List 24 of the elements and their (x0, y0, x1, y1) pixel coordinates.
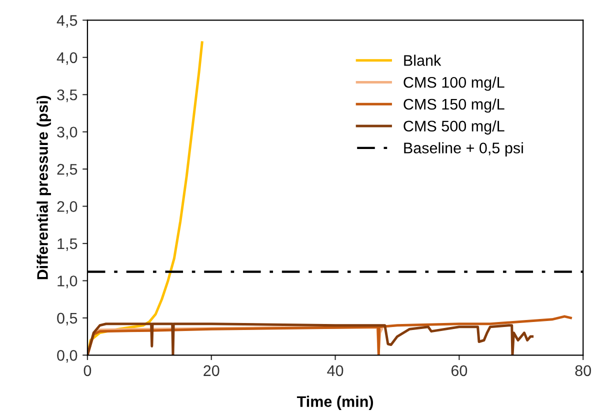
x-tick-label: 60 (451, 365, 468, 376)
y-tick-label: 2,0 (57, 201, 78, 214)
y-tick-label: 0,0 (57, 350, 78, 363)
y-tick-label: 1,0 (58, 276, 78, 288)
x-tick-label: 20 (204, 365, 220, 376)
legend-label: Baseline + 0,5 psi (404, 142, 523, 156)
legend-label: CMS 150 mg/L (404, 98, 504, 113)
x-tick-label: 40 (327, 365, 344, 376)
legend-label: CMS 500 mg/L (404, 120, 504, 135)
y-tick-label: 3,0 (57, 126, 78, 140)
y-axis-title: Differential pressure (psi) (36, 96, 51, 280)
y-tick-label: 4,5 (56, 15, 78, 28)
y-tick-label: 1,5 (58, 238, 78, 251)
x-axis-title: Time (min) (296, 396, 374, 410)
x-tick-label: 80 (575, 365, 591, 376)
legend-label: Blank (404, 54, 442, 66)
y-tick-label: 4,0 (56, 52, 78, 65)
line-series (87, 322, 534, 356)
legend-label: CMS 100 mg/L (404, 76, 504, 91)
y-tick-label: 0,5 (57, 312, 78, 326)
y-tick-label: 3,5 (57, 89, 78, 102)
y-tick-label: 2,5 (57, 164, 78, 177)
line-series (87, 315, 572, 356)
x-tick-label: 0 (84, 365, 92, 376)
